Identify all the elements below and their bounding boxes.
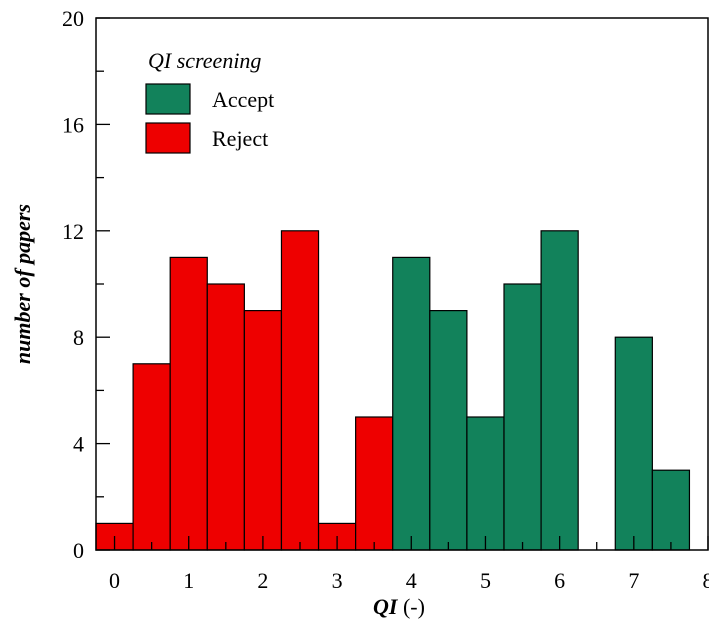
- ticks-layer: [96, 17, 709, 551]
- x-tick-label: 1: [183, 568, 194, 593]
- legend-swatch-accept: [145, 83, 191, 115]
- y-tick-label: 12: [62, 219, 84, 244]
- bar-reject: [355, 416, 394, 551]
- x-tick-label: 5: [480, 568, 491, 593]
- y-tick-label: 20: [62, 6, 84, 31]
- y-tick-label: 8: [73, 325, 84, 350]
- x-tick-label: 3: [332, 568, 343, 593]
- legend-title: QI screening: [148, 48, 261, 73]
- x-axis-title: QI (-): [373, 594, 425, 619]
- bar-reject: [243, 310, 283, 551]
- bar-accept: [466, 416, 505, 551]
- bars-layer: [95, 230, 691, 551]
- x-tick-label: 8: [703, 568, 709, 593]
- bar-accept: [614, 336, 653, 551]
- legend-swatch-reject: [145, 122, 191, 154]
- bar-accept: [429, 310, 468, 551]
- y-tick-label: 4: [73, 432, 84, 457]
- x-tick-label: 0: [109, 568, 120, 593]
- y-tick-label: 16: [62, 112, 84, 137]
- bar-accept: [503, 283, 542, 551]
- x-tick-label: 6: [554, 568, 565, 593]
- legend: QI screening Accept Reject: [145, 48, 274, 154]
- bar-accept: [540, 230, 579, 551]
- x-axis-title-main: QI: [373, 594, 399, 619]
- bar-accept: [651, 469, 691, 551]
- x-tick-label: 2: [257, 568, 268, 593]
- legend-label-accept: Accept: [212, 87, 274, 112]
- bar-reject: [169, 256, 208, 551]
- y-axis-title: number of papers: [10, 204, 35, 364]
- y-tick-label: 0: [73, 538, 84, 563]
- x-tick-label: 7: [628, 568, 639, 593]
- bar-reject: [206, 283, 245, 551]
- x-tick-label: 4: [406, 568, 417, 593]
- bar-reject: [132, 363, 171, 551]
- bar-reject: [280, 230, 320, 551]
- bar-accept: [392, 256, 431, 551]
- legend-label-reject: Reject: [212, 126, 268, 151]
- x-axis-title-unit: (-): [397, 594, 424, 619]
